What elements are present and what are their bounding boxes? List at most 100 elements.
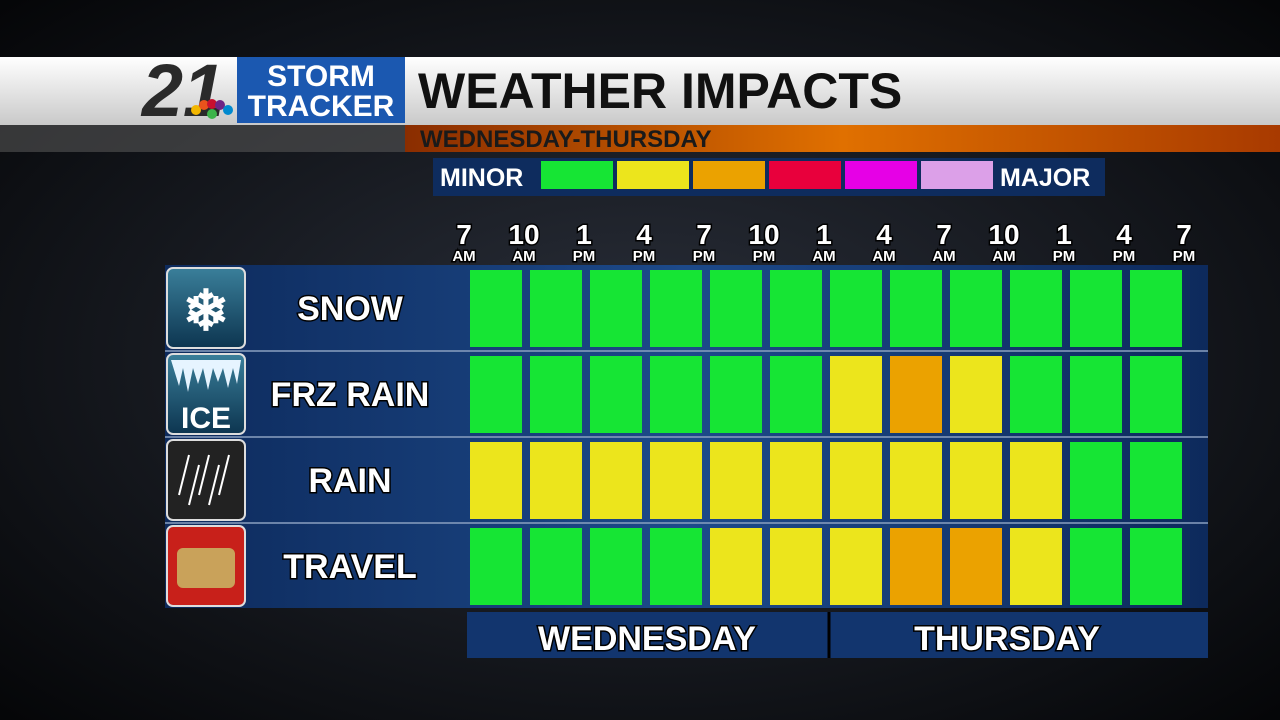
time-hour: 4 xyxy=(636,219,652,250)
time-hour: 1 xyxy=(1056,219,1072,250)
legend-swatch xyxy=(921,161,993,189)
time-hour: 7 xyxy=(936,219,952,250)
impact-cell xyxy=(890,442,942,519)
time-period: AM xyxy=(452,248,475,265)
impact-cell xyxy=(710,270,762,347)
time-period: AM xyxy=(992,248,1015,265)
legend-low: MINOR xyxy=(440,164,523,192)
impact-cell xyxy=(530,442,582,519)
impact-cell xyxy=(530,270,582,347)
time-period: PM xyxy=(573,248,596,265)
time-period: PM xyxy=(693,248,716,265)
impact-cell xyxy=(1130,270,1182,347)
impact-cell xyxy=(530,356,582,433)
logo-box xyxy=(237,57,405,123)
legend-swatch xyxy=(541,161,613,189)
rain-streak xyxy=(198,454,210,496)
rain-streak xyxy=(178,454,190,496)
legend-swatch xyxy=(693,161,765,189)
time-period: PM xyxy=(1113,248,1136,265)
row-label: RAIN xyxy=(308,462,391,500)
logo-line2: TRACKER xyxy=(248,90,395,123)
impact-cell xyxy=(830,270,882,347)
impact-cell xyxy=(650,356,702,433)
time-period: PM xyxy=(1173,248,1196,265)
logo-number: 21 xyxy=(140,49,224,132)
impact-cell xyxy=(1070,356,1122,433)
subtitle-bar-left xyxy=(0,125,405,152)
time-hour: 4 xyxy=(1116,219,1132,250)
impact-cell xyxy=(1130,528,1182,605)
legend-swatch xyxy=(769,161,841,189)
time-period: AM xyxy=(512,248,535,265)
row-label: TRAVEL xyxy=(283,548,416,586)
subtitle: WEDNESDAY-THURSDAY xyxy=(420,126,712,153)
time-hour: 7 xyxy=(696,219,712,250)
impact-cell xyxy=(530,528,582,605)
rain-streak xyxy=(188,464,200,506)
time-period: PM xyxy=(1053,248,1076,265)
day-label: THURSDAY xyxy=(914,620,1100,658)
impact-cell xyxy=(1010,356,1062,433)
impact-cell xyxy=(590,528,642,605)
legend-swatch xyxy=(845,161,917,189)
impact-cell xyxy=(710,356,762,433)
day-banner xyxy=(467,612,1208,658)
impact-cell xyxy=(1010,270,1062,347)
icicles-icon xyxy=(171,360,241,392)
time-hour: 7 xyxy=(1176,219,1192,250)
snowflake-icon: ❄ xyxy=(183,279,230,342)
impact-cell xyxy=(950,356,1002,433)
time-hour: 4 xyxy=(876,219,892,250)
impact-cell xyxy=(650,442,702,519)
rain-streak xyxy=(218,454,230,496)
day-label: WEDNESDAY xyxy=(538,620,756,658)
impact-cell xyxy=(1130,442,1182,519)
row-label: SNOW xyxy=(297,290,404,328)
impact-cell xyxy=(890,528,942,605)
impact-cell xyxy=(950,528,1002,605)
impact-cell xyxy=(830,528,882,605)
impact-cell xyxy=(710,528,762,605)
ice-icon-text: ICE xyxy=(181,402,231,435)
truck-icon xyxy=(177,548,235,588)
impact-cell xyxy=(770,270,822,347)
time-hour: 10 xyxy=(748,219,779,250)
time-period: PM xyxy=(633,248,656,265)
row-icon xyxy=(166,439,246,521)
impact-cell xyxy=(1070,442,1122,519)
time-hour: 1 xyxy=(816,219,832,250)
time-period: AM xyxy=(932,248,955,265)
impact-cell xyxy=(650,528,702,605)
impact-cell xyxy=(1010,528,1062,605)
time-period: PM xyxy=(753,248,776,265)
row-label: FRZ RAIN xyxy=(271,376,430,414)
impact-cell xyxy=(770,528,822,605)
impact-cell xyxy=(470,356,522,433)
impact-cell xyxy=(890,270,942,347)
impact-cell xyxy=(470,270,522,347)
impact-cell xyxy=(1070,528,1122,605)
impact-cell xyxy=(590,442,642,519)
impact-cell xyxy=(950,270,1002,347)
time-hour: 1 xyxy=(576,219,592,250)
subtitle-bar xyxy=(405,125,1280,152)
impact-cell xyxy=(710,442,762,519)
time-period: AM xyxy=(872,248,895,265)
impact-cell xyxy=(470,442,522,519)
impact-cell xyxy=(650,270,702,347)
logo-line1: STORM xyxy=(267,60,375,93)
peacock-logo xyxy=(191,99,233,119)
time-hour: 7 xyxy=(456,219,472,250)
legend-swatch xyxy=(617,161,689,189)
impact-cell xyxy=(590,270,642,347)
title: WEATHER IMPACTS xyxy=(418,63,902,119)
rain-streak xyxy=(208,464,220,506)
impact-cell xyxy=(1070,270,1122,347)
row-icon xyxy=(166,267,246,349)
impact-cell xyxy=(770,442,822,519)
impact-cell xyxy=(470,528,522,605)
impact-cell xyxy=(830,356,882,433)
impact-cell xyxy=(830,442,882,519)
